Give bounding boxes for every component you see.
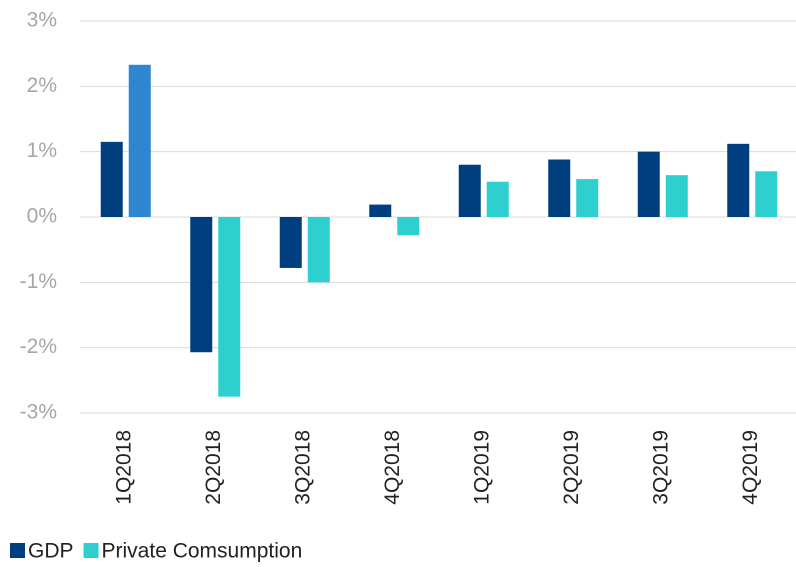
x-tick-label: 2Q2019 bbox=[560, 430, 583, 505]
bar bbox=[486, 181, 509, 217]
bar bbox=[307, 217, 330, 283]
x-tick-label: 2Q2018 bbox=[202, 430, 225, 505]
legend-label: GDP bbox=[28, 540, 74, 563]
y-tick-label: 2% bbox=[27, 74, 57, 97]
bar bbox=[548, 159, 571, 217]
x-tick-label: 1Q2018 bbox=[112, 430, 135, 505]
x-tick-label: 4Q2018 bbox=[381, 430, 404, 505]
bar bbox=[190, 217, 213, 353]
legend-swatch bbox=[10, 543, 25, 558]
legend-swatch bbox=[83, 543, 99, 558]
y-tick-label: -2% bbox=[20, 335, 57, 358]
y-tick-label: 1% bbox=[27, 139, 57, 162]
bar bbox=[128, 64, 151, 217]
y-tick-label: -1% bbox=[20, 270, 57, 293]
y-tick-label: -3% bbox=[20, 401, 57, 424]
bar bbox=[665, 175, 688, 217]
bar bbox=[369, 204, 392, 217]
x-tick-label: 3Q2019 bbox=[649, 430, 672, 505]
bar bbox=[397, 217, 420, 236]
bar bbox=[279, 217, 302, 268]
bar bbox=[458, 164, 481, 217]
y-tick-label: 0% bbox=[27, 205, 57, 228]
x-tick-label: 4Q2019 bbox=[739, 430, 762, 505]
x-tick-label: 1Q2019 bbox=[470, 430, 493, 505]
bar bbox=[576, 179, 599, 217]
bar bbox=[218, 217, 241, 397]
bar bbox=[755, 171, 778, 217]
legend-label: Private Comsumption bbox=[102, 540, 303, 563]
x-tick-label: 3Q2018 bbox=[291, 430, 314, 505]
bar bbox=[637, 151, 660, 217]
bar bbox=[100, 141, 123, 217]
bar bbox=[727, 143, 750, 217]
y-tick-label: 3% bbox=[27, 9, 57, 32]
